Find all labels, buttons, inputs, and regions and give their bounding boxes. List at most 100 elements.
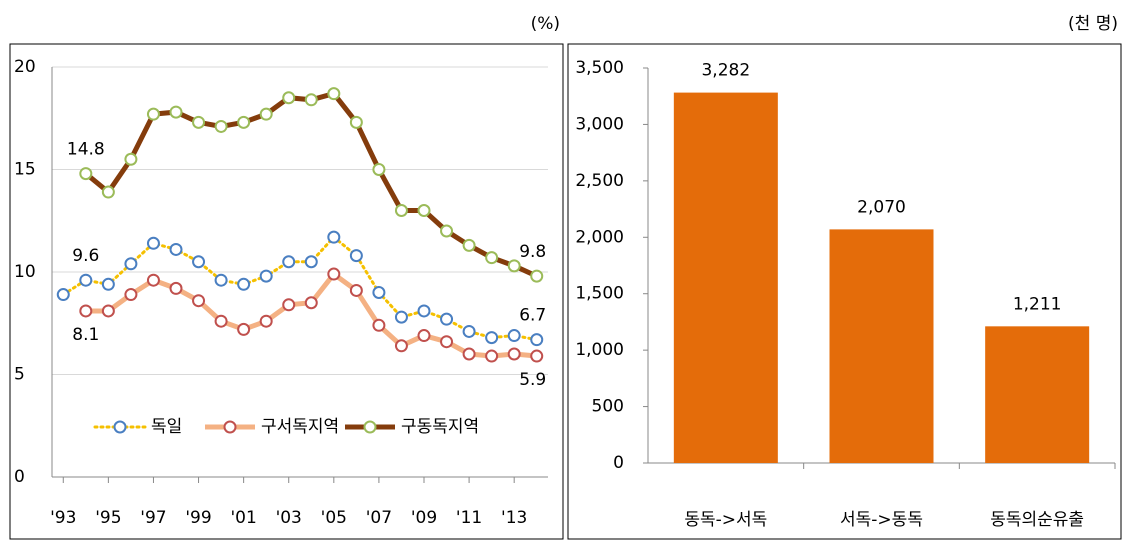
marker [372, 286, 386, 299]
y-tick-label: 1,500 [575, 284, 624, 304]
marker [485, 251, 499, 265]
marker [56, 288, 70, 302]
bar [673, 92, 778, 464]
x-tick-label: '01 [230, 508, 256, 528]
marker [169, 242, 183, 256]
marker [417, 329, 431, 343]
marker [462, 238, 476, 252]
marker [146, 107, 160, 121]
y-tick-label: 10 [14, 262, 36, 282]
x-tick-label: '95 [95, 508, 121, 528]
data-label: 9.8 [519, 242, 546, 262]
marker [169, 281, 183, 295]
unit-label: (천 명) [1068, 14, 1118, 34]
y-tick-label: 500 [592, 397, 624, 417]
data-label: 14.8 [67, 140, 105, 160]
marker [192, 255, 206, 269]
y-tick-label: 0 [613, 453, 624, 473]
marker [304, 255, 318, 269]
marker [327, 87, 341, 101]
marker [169, 105, 183, 119]
right-panel [567, 43, 1122, 540]
unit-label: (%) [531, 14, 560, 34]
x-tick-label: '13 [501, 508, 527, 528]
marker [79, 273, 93, 287]
marker [485, 349, 499, 363]
legend-marker [113, 420, 127, 434]
marker [101, 277, 115, 291]
marker [192, 115, 206, 129]
marker [304, 93, 318, 107]
marker [259, 269, 273, 283]
marker [507, 259, 521, 273]
marker [214, 314, 228, 328]
y-tick-label: 20 [14, 57, 36, 77]
marker [349, 283, 363, 297]
marker [192, 294, 206, 308]
marker [146, 273, 160, 287]
marker [237, 115, 251, 129]
bar [829, 229, 934, 463]
marker [440, 335, 454, 349]
x-tick-label: '09 [411, 508, 437, 528]
marker [440, 224, 454, 238]
marker [259, 107, 273, 121]
x-tick-label: '99 [185, 508, 211, 528]
marker [394, 204, 408, 217]
marker [394, 310, 408, 324]
y-tick-label: 5 [14, 365, 25, 385]
series-line [61, 235, 539, 342]
marker [79, 167, 93, 181]
marker [327, 230, 341, 244]
marker [462, 324, 476, 338]
left-panel [9, 43, 564, 540]
marker [507, 347, 521, 361]
marker [214, 119, 228, 133]
y-tick-label: 2,500 [575, 171, 624, 191]
marker [124, 257, 138, 271]
marker [372, 318, 386, 332]
marker [530, 269, 544, 283]
data-label: 9.6 [72, 246, 99, 266]
marker [417, 304, 431, 318]
marker [440, 312, 454, 326]
x-tick-label: 동독의순유출 [990, 510, 1084, 530]
data-label: 6.7 [519, 306, 546, 326]
legend-marker [363, 420, 377, 434]
data-label: 3,282 [701, 61, 750, 81]
y-tick-label: 2,000 [575, 227, 624, 247]
y-tick-label: 3,500 [575, 58, 624, 78]
marker [146, 236, 160, 250]
marker [101, 304, 115, 318]
marker [124, 288, 138, 302]
y-tick-label: 3,000 [575, 114, 624, 134]
marker [237, 277, 251, 291]
data-label: 2,070 [857, 197, 906, 217]
marker [485, 331, 499, 345]
marker [372, 163, 386, 176]
bar [985, 326, 1090, 463]
data-label: 1,211 [1013, 294, 1062, 314]
legend-label: 독일 [151, 417, 182, 437]
data-label: 8.1 [72, 325, 99, 345]
x-tick-label: '97 [140, 508, 166, 528]
marker [259, 314, 273, 328]
marker [282, 298, 296, 312]
y-tick-label: 1,000 [575, 340, 624, 360]
marker [417, 204, 431, 217]
y-tick-label: 0 [14, 467, 25, 487]
x-tick-label: 서독->동독 [840, 510, 923, 530]
marker [394, 339, 408, 353]
marker [282, 91, 296, 105]
legend-label: 구동독지역 [401, 417, 479, 437]
marker [530, 333, 544, 347]
marker [304, 296, 318, 310]
marker [124, 152, 138, 166]
marker [79, 304, 93, 318]
marker [349, 115, 363, 129]
x-tick-label: 동독->서독 [684, 510, 767, 530]
marker [462, 347, 476, 361]
legend-marker [223, 420, 237, 434]
